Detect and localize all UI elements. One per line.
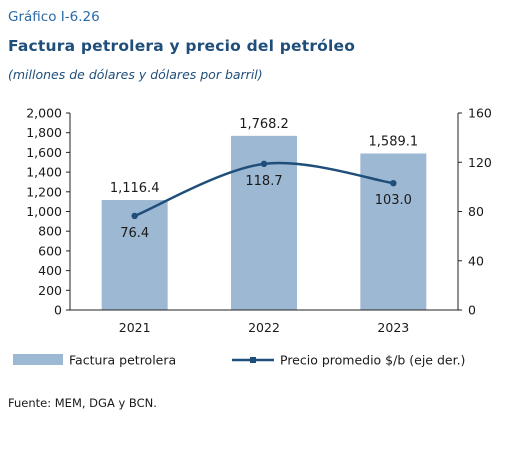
legend-line-marker: [250, 357, 256, 363]
price-label-2023: 103.0: [375, 193, 412, 208]
price-point-2021: [131, 212, 138, 220]
y-tick-label-left: 1,000: [26, 204, 62, 219]
y-tick-label-left: 800: [38, 224, 62, 239]
bar-label-2023: 1,589.1: [369, 134, 419, 149]
y-tick-label-right: 0: [468, 303, 476, 318]
legend-bar-label: Factura petrolera: [69, 353, 176, 368]
source-note: Fuente: MEM, DGA y BCN.: [8, 396, 157, 410]
y-tick-label-left: 1,800: [26, 125, 62, 140]
price-point-2023: [390, 179, 397, 187]
y-tick-label-left: 1,600: [26, 145, 62, 160]
bar-label-2022: 1,768.2: [239, 117, 289, 132]
chart-kicker: Gráfico I-6.26: [8, 9, 100, 25]
chart-title: Factura petrolera y precio del petróleo: [8, 37, 356, 55]
price-point-2022: [260, 160, 268, 168]
y-tick-label-right: 40: [468, 253, 484, 268]
chart-subtitle: (millones de dólares y dólares por barri…: [8, 67, 263, 82]
bar-label-2021: 1,116.4: [110, 181, 160, 196]
x-tick-label: 2023: [377, 320, 409, 335]
y-tick-label-left: 600: [38, 243, 62, 258]
y-tick-label-left: 1,400: [26, 165, 62, 180]
legend-bar-swatch: [13, 354, 63, 365]
y-tick-label-left: 200: [38, 283, 62, 298]
y-tick-label-left: 2,000: [26, 106, 62, 121]
y-tick-label-right: 160: [468, 106, 492, 121]
y-tick-label-left: 400: [38, 263, 62, 278]
y-tick-label-left: 0: [54, 303, 62, 318]
price-label-2022: 118.7: [245, 174, 282, 189]
legend-line-label: Precio promedio $/b (eje der.): [280, 353, 465, 368]
y-tick-label-left: 1,200: [26, 184, 62, 199]
y-tick-label-right: 120: [468, 155, 492, 170]
x-tick-label: 2022: [248, 320, 280, 335]
y-tick-label-right: 80: [468, 204, 484, 219]
price-label-2021: 76.4: [120, 226, 149, 241]
x-tick-label: 2021: [119, 320, 151, 335]
